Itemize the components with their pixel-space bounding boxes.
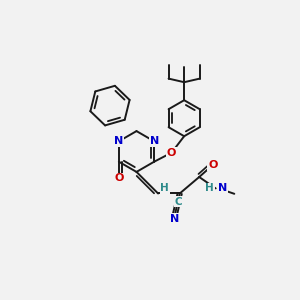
Text: N: N — [149, 136, 159, 146]
Text: O: O — [208, 160, 218, 170]
Text: N: N — [170, 214, 179, 224]
Text: O: O — [167, 148, 176, 158]
Text: N: N — [114, 136, 124, 146]
Text: H: H — [160, 183, 169, 193]
Text: O: O — [114, 173, 124, 183]
Text: C: C — [175, 197, 182, 207]
Text: N: N — [218, 183, 227, 194]
Text: H: H — [206, 183, 214, 194]
